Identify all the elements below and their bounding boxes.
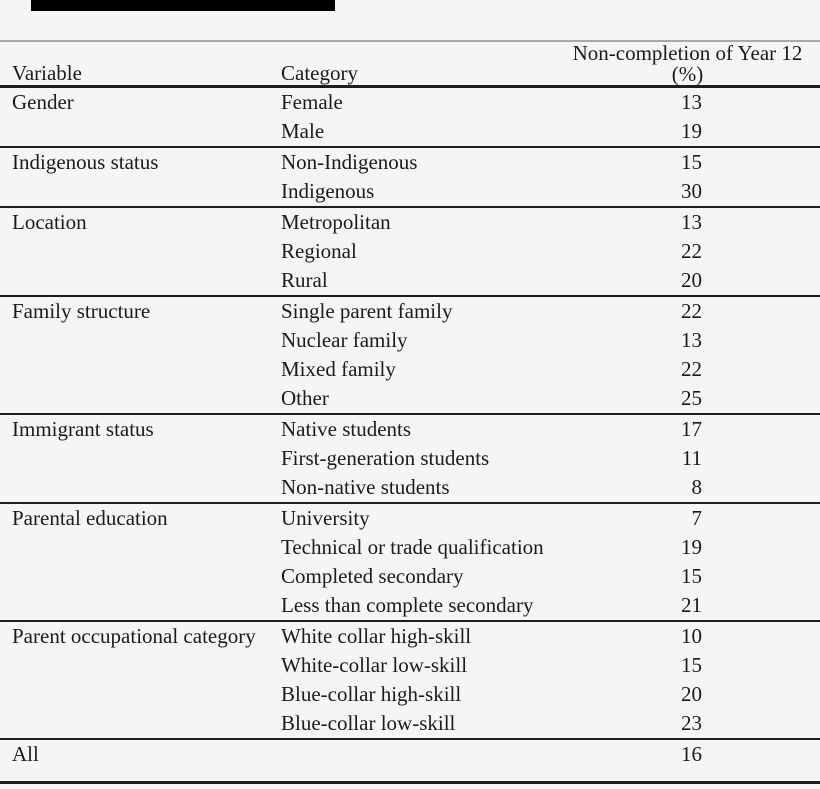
category-cell: Native students [281, 417, 412, 441]
table-section: Immigrant status Native students 17 First-g… [0, 413, 820, 502]
table-row: Male 19 [0, 117, 820, 146]
table-row: Immigrant status Native students 17 [0, 415, 820, 444]
value-cell: 21 [681, 593, 702, 617]
table-row: First-generation students 11 [0, 444, 820, 473]
table-row: Completed secondary 15 [0, 562, 820, 591]
variable-cell: Gender [12, 90, 74, 114]
value-cell: 16 [681, 742, 702, 766]
value-cell: 22 [681, 357, 702, 381]
table-row: Rural 20 [0, 266, 820, 295]
variable-cell: Parent occupational category [12, 624, 256, 648]
variable-cell: Location [12, 210, 87, 234]
value-cell: 11 [681, 446, 702, 470]
category-cell: Less than complete secondary [281, 593, 534, 617]
table-section: Gender Female 13 Male 19 [0, 88, 820, 146]
value-cell: 19 [681, 535, 702, 559]
category-cell: First-generation students [281, 446, 490, 470]
value-cell: 7 [691, 506, 703, 530]
category-cell: Other [281, 386, 329, 410]
value-cell: 13 [681, 210, 702, 234]
table-row: Non-native students 8 [0, 473, 820, 502]
table-row: Other 25 [0, 384, 820, 413]
value-cell: 22 [681, 299, 702, 323]
value-cell: 20 [681, 268, 702, 292]
category-cell: Completed secondary [281, 564, 464, 588]
category-cell: Metropolitan [281, 210, 391, 234]
variable-column-header: Variable [12, 61, 82, 85]
variable-cell: Immigrant status [12, 417, 154, 441]
table-row: Gender Female 13 [0, 88, 820, 117]
table-section: Location Metropolitan 13 Regional 22 Rural 20 [0, 206, 820, 295]
table-row: Indigenous status Non-Indigenous 15 [0, 148, 820, 177]
category-cell: Technical or trade qualification [281, 535, 544, 559]
table-row: Nuclear family 13 [0, 326, 820, 355]
table-top-rule [0, 40, 820, 42]
value-cell: 8 [691, 475, 703, 499]
value-cell: 20 [681, 682, 702, 706]
value-cell: 17 [681, 417, 702, 441]
value-cell: 15 [681, 150, 702, 174]
category-cell: Regional [281, 239, 357, 263]
category-column-header: Category [281, 61, 358, 85]
category-cell: Indigenous [281, 179, 375, 203]
category-cell: Blue-collar low-skill [281, 711, 456, 735]
table-row: Parental education University 7 [0, 504, 820, 533]
variable-cell: Indigenous status [12, 150, 159, 174]
value-cell: 30 [681, 179, 702, 203]
value-cell: 15 [681, 564, 702, 588]
value-cell: 22 [681, 239, 702, 263]
table-row: Parent occupational category White collar… [0, 622, 820, 651]
category-cell: Non-native students [281, 475, 450, 499]
table-row: All 16 [0, 740, 820, 769]
table-row: Blue-collar low-skill 23 [0, 709, 820, 738]
variable-cell: Family structure [12, 299, 151, 323]
category-cell: Female [281, 90, 343, 114]
value-cell: 25 [681, 386, 702, 410]
variable-cell: All [12, 742, 39, 766]
value-cell: 13 [681, 328, 702, 352]
table-section: Indigenous status Non-Indigenous 15 Indigen… [0, 146, 820, 206]
category-cell: Rural [281, 268, 328, 292]
category-cell: Nuclear family [281, 328, 408, 352]
table-row: Technical or trade qualification 19 [0, 533, 820, 562]
value-cell: 23 [681, 711, 702, 735]
table-section: Family structure Single parent family 22 Nu… [0, 295, 820, 413]
value-column-header-line2: (%) [671, 62, 704, 86]
value-column-header: Non-completion of Year 12 (%) [555, 43, 820, 85]
table-row: White-collar low-skill 15 [0, 651, 820, 680]
category-cell: University [281, 506, 370, 530]
table-row: Less than complete secondary 21 [0, 591, 820, 620]
category-cell: Non-Indigenous [281, 150, 418, 174]
table-bottom-rule [0, 781, 820, 784]
category-cell: Single parent family [281, 299, 453, 323]
table-row: Indigenous 30 [0, 177, 820, 206]
value-cell: 19 [681, 119, 702, 143]
table-section: Parental education University 7 Technical o… [0, 502, 820, 620]
value-column-header-line1: Non-completion of Year 12 [572, 41, 803, 65]
header-bottom-rule [0, 85, 820, 88]
category-cell: Male [281, 119, 325, 143]
value-cell: 15 [681, 653, 702, 677]
variable-cell: Parental education [12, 506, 168, 530]
table-row: Location Metropolitan 13 [0, 208, 820, 237]
table-section: All 16 [0, 738, 820, 781]
category-cell: Blue-collar high-skill [281, 682, 462, 706]
table-section: Parent occupational category White collar… [0, 620, 820, 738]
category-cell: Mixed family [281, 357, 396, 381]
category-cell: White-collar low-skill [281, 653, 468, 677]
value-cell: 13 [681, 90, 702, 114]
top-artifact-bar [31, 0, 335, 11]
table-row: Mixed family 22 [0, 355, 820, 384]
value-cell: 10 [681, 624, 702, 648]
table-row: Blue-collar high-skill 20 [0, 680, 820, 709]
table-body: Gender Female 13 Male 19 Indigenous status Non… [0, 88, 820, 784]
table-row: Regional 22 [0, 237, 820, 266]
category-cell: White collar high-skill [281, 624, 472, 648]
table-row: Family structure Single parent family 22 [0, 297, 820, 326]
